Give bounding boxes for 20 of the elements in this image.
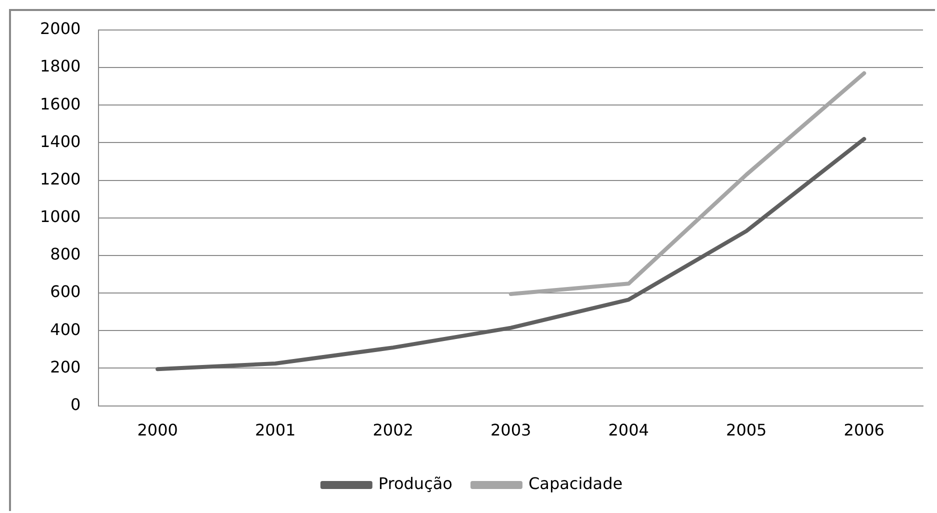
x-tick-label: 2006 <box>844 420 884 440</box>
y-tick-label: 1000 <box>40 207 81 226</box>
x-tick-label: 2005 <box>726 420 767 440</box>
y-tick-label: 600 <box>50 282 81 302</box>
legend-label: Produção <box>378 474 452 494</box>
x-tick-label: 2003 <box>490 420 532 440</box>
x-tick-label: 2001 <box>254 420 296 440</box>
y-tick-label: 2000 <box>40 19 81 38</box>
y-tick-label: 800 <box>50 244 81 264</box>
y-tick-label: 1600 <box>40 94 81 114</box>
y-tick-label: 0 <box>70 394 81 414</box>
y-tick-label: 400 <box>50 320 81 339</box>
y-tick-label: 200 <box>50 357 81 376</box>
x-tick-label: 2004 <box>608 420 649 440</box>
y-tick-label: 1200 <box>40 169 81 188</box>
x-tick-label: 2000 <box>137 420 178 440</box>
legend-label: Capacidade <box>528 474 623 494</box>
y-tick-label: 1800 <box>40 56 81 76</box>
x-tick-label: 2002 <box>372 420 414 440</box>
y-tick-label: 1400 <box>40 132 81 151</box>
